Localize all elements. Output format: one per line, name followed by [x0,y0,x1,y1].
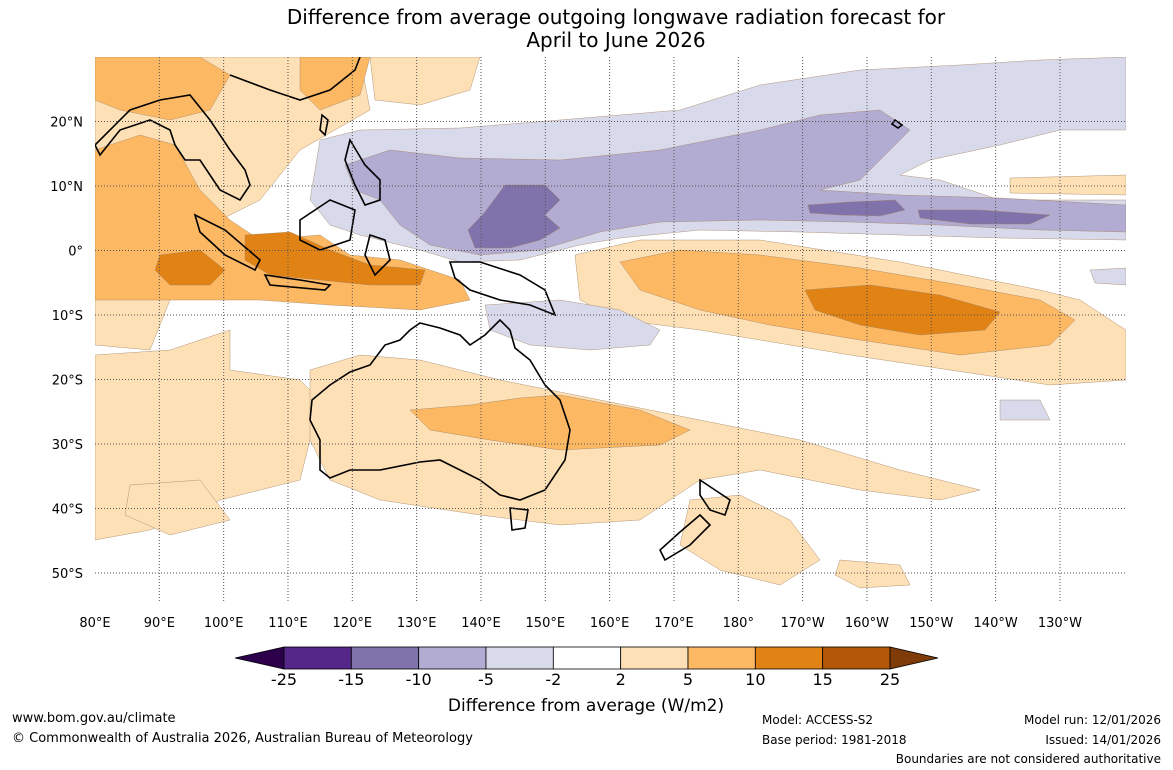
chart-title-line-2: April to June 2026 [526,28,706,52]
colorbar-tick-label: -25 [270,670,298,689]
longitude-tick-label: 170°E [654,616,694,631]
colorbar-tick-label: -5 [478,670,494,689]
coastline-new-zealand-south [659,513,712,562]
coastline-china [229,57,361,101]
longitude-tick-label: 170°W [781,616,825,631]
region-far-east-patch [999,399,1051,421]
coastline-sulawesi [364,233,391,277]
coastline-hawaii [890,118,904,129]
longitude-tick-label: 160°W [845,616,889,631]
latitude-tick-label: 10°N [50,180,83,195]
longitude-tick-label: 110°E [268,616,308,631]
longitude-tick-label: 80°E [79,616,110,631]
region-itcz-core-east [917,209,1051,225]
colorbar-title: Difference from average (W/m2) [447,696,725,716]
colorbar-tick-label: 10 [745,670,766,689]
colorbar-extend-high [889,646,939,670]
region-south-west-patch [124,479,231,536]
latitude-tick-label: 10°S [52,309,83,324]
coastline-indochina [95,94,251,202]
colorbar-tick-label: 5 [682,670,694,689]
model-run-date: Model run: 12/01/2026 [1023,713,1161,727]
anomaly-region-positive-10-15 [154,231,1001,336]
region-north-pacific-strip [1009,174,1126,196]
colorbar-extend-low [234,646,285,670]
coastline-australia [309,318,571,501]
colorbar-segment [687,646,756,670]
coastline-new-guinea [448,261,557,317]
colorbar-segment [283,646,352,670]
longitude-tick-label: 120°E [333,616,373,631]
colorbar-segment [350,646,420,670]
anomaly-field [95,57,1126,589]
region-java-sea-core [244,231,426,286]
base-period: Base period: 1981-2018 [762,733,907,747]
latitude-tick-label: 20°S [52,374,83,389]
latitude-tick-label: 30°S [52,438,83,453]
coastline-tasmania [509,507,529,531]
colorbar-segment [418,646,487,670]
longitude-tick-label: 100°E [204,616,244,631]
latitude-tick-label: 50°S [52,567,83,582]
coastline-sumatra [193,213,261,272]
colorbar-tick-label: 25 [879,670,901,689]
anomaly-region-negative-10-15 [467,184,1051,249]
copyright-text: © Commonwealth of Australia 2026, Austra… [12,731,473,746]
colorbar-segment [485,646,554,670]
colorbar [234,646,939,670]
longitude-tick-label: 130°E [397,616,437,631]
model-name: Model: ACCESS-S2 [762,713,874,727]
region-east-pacific-patch [1089,267,1126,286]
latitude-tick-label: 0° [68,245,83,260]
longitude-tick-label: 150°W [909,616,953,631]
coastline-borneo [299,199,356,251]
colorbar-tick-label: -10 [405,670,432,689]
longitude-tick-label: 160°E [590,616,630,631]
colorbar-tick-label: -15 [338,670,365,689]
longitude-tick-label: 140°E [461,616,501,631]
website-link[interactable]: www.bom.gov.au/climate [12,711,176,726]
region-coral-sea [484,299,661,351]
issued-date: Issued: 14/01/2026 [1045,733,1161,747]
longitude-tick-label: 130°W [1038,616,1082,631]
colorbar-tick-label: -2 [545,670,562,689]
boundary-disclaimer: Boundaries are not considered authoritat… [895,752,1161,766]
coastline-taiwan [319,113,329,137]
colorbar-segment [552,646,622,670]
region-arabian-top [95,57,231,121]
coastline-philippines [344,137,381,206]
coastlines [95,57,904,562]
longitude-tick-label: 90°E [144,616,175,631]
region-itcz-core-west [807,199,906,217]
colorbar-tick-label: 2 [615,670,626,689]
colorbar-segment [620,646,689,670]
longitude-labels: 80°E 90°E 100°E 110°E 120°E 130°E 140°E 150°E 16… [79,616,1082,631]
region-australia-central [409,394,691,451]
latitude-tick-label: 20°N [50,116,83,131]
longitude-tick-label: 140°W [974,616,1018,631]
colorbar-segment [754,646,824,670]
region-north-china-sea [369,57,481,106]
chart-title-line-1: Difference from average outgoing longwav… [286,5,946,29]
colorbar-segment [822,646,891,670]
longitude-tick-label: 150°E [526,616,566,631]
coastline-java [263,273,332,291]
graticule [95,57,1126,601]
latitude-labels: 20°N 10°N 0° 10°S 20°S 30°S 40°S 50°S [50,116,83,583]
region-far-south-patch [834,559,911,589]
coastline-new-zealand-north [699,478,731,517]
longitude-tick-label: 180° [723,616,754,631]
latitude-tick-label: 40°S [52,503,83,518]
colorbar-tick-label: 15 [812,670,833,689]
region-micronesia-core [467,184,561,249]
